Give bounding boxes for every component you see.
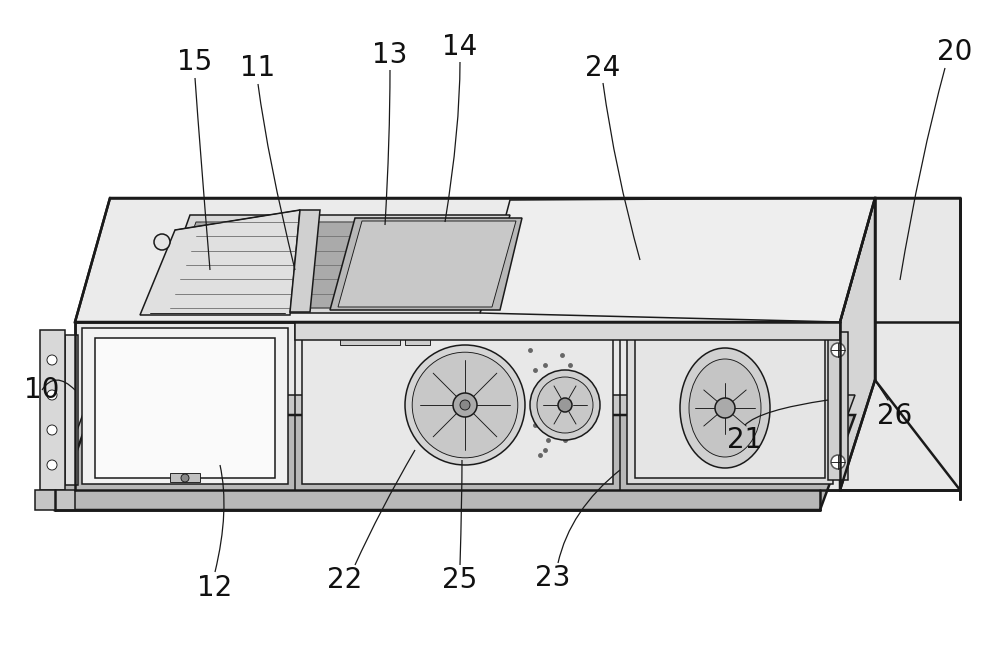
Polygon shape — [302, 328, 613, 484]
Polygon shape — [55, 395, 855, 490]
Text: 14: 14 — [442, 33, 478, 61]
Polygon shape — [75, 322, 840, 490]
Circle shape — [181, 474, 189, 482]
Polygon shape — [828, 332, 848, 480]
Polygon shape — [75, 390, 875, 490]
Polygon shape — [295, 322, 840, 340]
Polygon shape — [95, 338, 275, 478]
Polygon shape — [840, 198, 960, 322]
Text: 21: 21 — [727, 426, 763, 454]
Polygon shape — [635, 335, 825, 478]
Circle shape — [47, 355, 57, 365]
Polygon shape — [55, 415, 855, 510]
Circle shape — [530, 370, 600, 440]
Polygon shape — [840, 322, 960, 490]
Circle shape — [537, 377, 593, 433]
Text: 22: 22 — [327, 566, 363, 594]
Polygon shape — [290, 210, 320, 312]
Text: 25: 25 — [442, 566, 478, 594]
Text: 13: 13 — [372, 41, 408, 69]
Polygon shape — [35, 490, 75, 510]
Polygon shape — [75, 198, 875, 322]
Text: 24: 24 — [585, 54, 621, 82]
Polygon shape — [140, 210, 300, 315]
Circle shape — [558, 398, 572, 412]
Circle shape — [47, 390, 57, 400]
Text: 26: 26 — [877, 402, 913, 430]
Circle shape — [460, 400, 470, 410]
Circle shape — [715, 398, 735, 418]
Polygon shape — [170, 473, 200, 482]
Text: 20: 20 — [937, 38, 973, 66]
Polygon shape — [40, 330, 65, 490]
Text: 15: 15 — [177, 48, 213, 76]
Polygon shape — [627, 328, 833, 484]
Polygon shape — [82, 328, 288, 484]
Polygon shape — [338, 221, 516, 307]
Circle shape — [47, 425, 57, 435]
Polygon shape — [480, 198, 875, 322]
Circle shape — [831, 455, 845, 469]
Circle shape — [453, 393, 477, 417]
Polygon shape — [165, 222, 496, 308]
Polygon shape — [340, 328, 400, 345]
Circle shape — [47, 460, 57, 470]
Polygon shape — [840, 198, 875, 490]
Polygon shape — [65, 335, 78, 485]
Circle shape — [831, 343, 845, 357]
Circle shape — [405, 345, 525, 465]
Circle shape — [154, 234, 170, 250]
Polygon shape — [405, 328, 430, 345]
Ellipse shape — [680, 348, 770, 468]
Polygon shape — [155, 215, 510, 313]
Polygon shape — [840, 198, 960, 322]
Text: 12: 12 — [197, 574, 233, 602]
Text: 10: 10 — [24, 376, 60, 404]
Text: 23: 23 — [535, 564, 571, 592]
Polygon shape — [330, 218, 522, 310]
Circle shape — [412, 352, 518, 457]
Text: 11: 11 — [240, 54, 276, 82]
Ellipse shape — [689, 359, 761, 457]
